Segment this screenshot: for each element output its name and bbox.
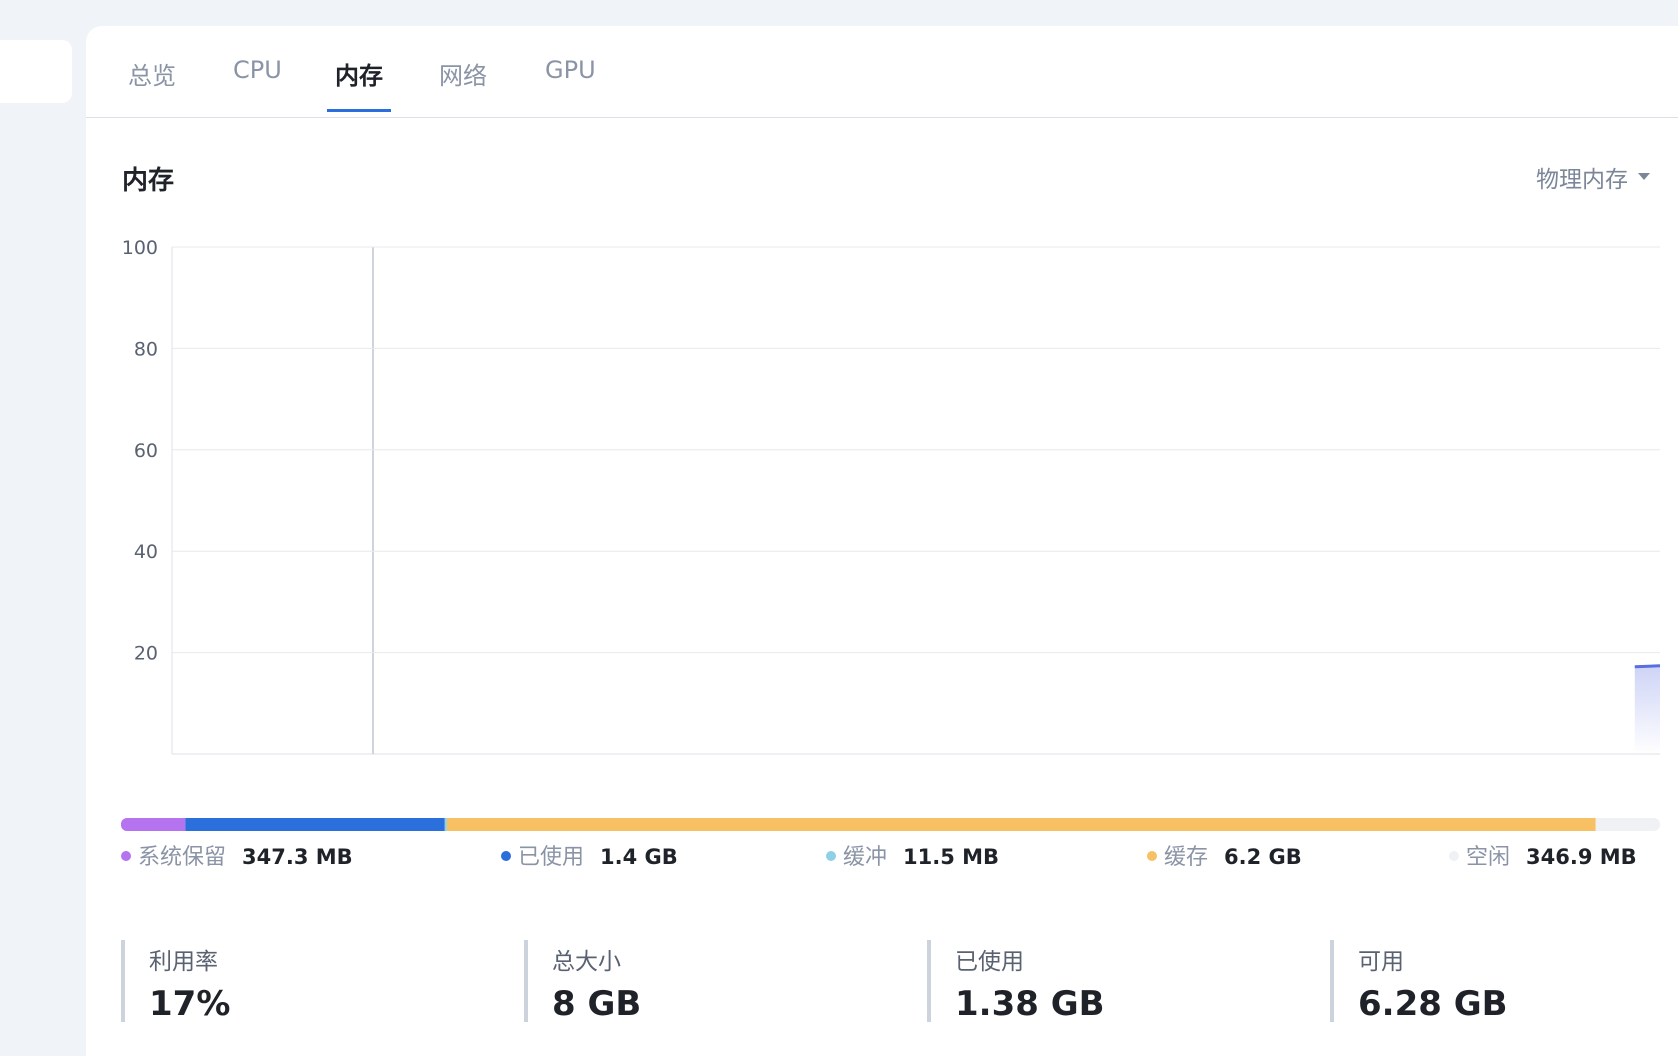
panel: 总览 CPU 内存 网络 GPU 内存 物理内存 (86, 26, 1678, 1056)
memory-segment (444, 818, 447, 831)
y-tick-label: 20 (134, 643, 158, 665)
legend-dot (1147, 851, 1157, 861)
legend-value: 347.3 MB (242, 845, 353, 869)
stat: 总大小 8 GB (524, 940, 642, 1024)
legend-value: 1.4 GB (600, 845, 678, 869)
line (1634, 664, 1661, 669)
stat-label: 总大小 (552, 949, 621, 975)
legend-value: 346.9 MB (1526, 845, 1637, 869)
legend-label: 缓存 (1164, 845, 1208, 870)
tab[interactable]: CPU (233, 56, 282, 84)
legend-dot (501, 851, 511, 861)
stat-value: 17% (149, 984, 231, 1024)
tab-bar: 总览 CPU 内存 网络 GPU (86, 26, 1678, 118)
legend-value: 11.5 MB (903, 845, 999, 869)
memory-segment (1595, 818, 1660, 831)
bar-round-mask (101, 798, 1678, 851)
legend-value: 6.2 GB (1224, 845, 1302, 869)
legend-label: 空闲 (1466, 845, 1510, 870)
stat-label: 利用率 (149, 949, 218, 975)
legend-dot (121, 851, 131, 861)
stat-label: 可用 (1358, 949, 1404, 975)
tab[interactable]: 内存 (327, 56, 391, 112)
y-tick-label: 80 (134, 338, 158, 360)
tab[interactable]: 总览 (128, 62, 176, 90)
stat: 利用率 17% (121, 940, 231, 1024)
memory-segment (185, 818, 445, 831)
dropdown[interactable]: 物理内存 (1536, 160, 1650, 194)
y-tick-label: 60 (134, 440, 158, 462)
stat: 已使用 1.38 GB (927, 940, 1105, 1024)
section-title: 内存 (122, 166, 175, 196)
legend-dot (1449, 851, 1459, 861)
stat: 可用 6.28 GB (1330, 940, 1508, 1024)
stat-label: 已使用 (955, 949, 1024, 975)
legend-label: 缓冲 (843, 845, 887, 870)
memory-segment (446, 818, 1596, 831)
stat-value: 6.28 GB (1358, 984, 1508, 1024)
legend-label: 系统保留 (138, 845, 226, 870)
memory-segment (121, 818, 186, 831)
sidebar-card (0, 40, 72, 103)
legend-label: 已使用 (518, 845, 584, 870)
y-tick-label: 40 (134, 541, 158, 563)
stat-value: 8 GB (552, 984, 642, 1024)
area (1634, 665, 1660, 754)
stat-value: 1.38 GB (955, 984, 1105, 1024)
legend-dot (826, 851, 836, 861)
tab[interactable]: GPU (545, 56, 596, 84)
y-tick-label: 100 (122, 237, 158, 259)
tab[interactable]: 网络 (439, 62, 487, 90)
